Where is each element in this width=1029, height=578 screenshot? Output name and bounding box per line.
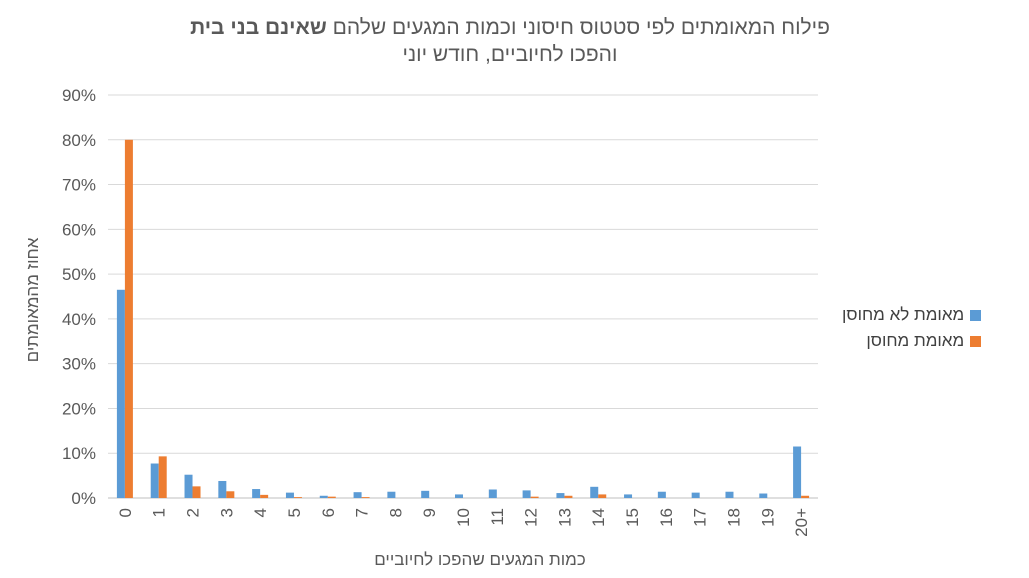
x-tick-label: 7 bbox=[353, 508, 372, 517]
bar-unvaccinated bbox=[793, 446, 802, 498]
bar-vaccinated bbox=[226, 491, 235, 498]
x-tick-label: 2 bbox=[184, 508, 203, 517]
bar-unvaccinated bbox=[285, 492, 294, 498]
bar-unvaccinated bbox=[725, 491, 734, 498]
x-tick-label: 18 bbox=[724, 508, 743, 527]
bar-unvaccinated bbox=[455, 494, 463, 498]
chart-title-line2: והפכו לחיוביים, חודש יוני bbox=[402, 43, 618, 66]
legend-label-vaccinated: מאומת מחוסן bbox=[866, 331, 965, 350]
x-axis-label: כמות המגעים שהפכו לחיוביים bbox=[374, 550, 586, 569]
x-tick-label: 13 bbox=[555, 508, 574, 527]
bar-vaccinated bbox=[361, 497, 370, 498]
y-tick-labels: 0% 10% 20% 30% 40% 50% 60% 70% 80% 90% bbox=[62, 86, 96, 508]
bar-vaccinated bbox=[327, 496, 336, 498]
bar-vaccinated bbox=[564, 495, 573, 498]
x-tick-label: 16 bbox=[657, 508, 676, 527]
y-tick-label: 50% bbox=[62, 265, 96, 284]
bar-unvaccinated bbox=[421, 490, 430, 498]
x-tick-label: 6 bbox=[319, 508, 338, 517]
y-tick-label: 20% bbox=[62, 399, 96, 418]
chart-title-line1: פילוח המאומתים לפי סטטוס חיסוני וכמות המ… bbox=[60, 14, 960, 41]
bar-vaccinated bbox=[260, 494, 269, 498]
chart-title-bold: שאינם בני בית bbox=[190, 16, 327, 39]
bar-unvaccinated bbox=[657, 491, 666, 498]
bar-unvaccinated bbox=[252, 489, 261, 498]
x-tick-label: 20+ bbox=[792, 508, 811, 537]
bar-vaccinated bbox=[293, 497, 302, 498]
bar-unvaccinated bbox=[353, 492, 362, 498]
x-tick-label: 4 bbox=[251, 508, 270, 517]
bar-unvaccinated bbox=[184, 474, 193, 498]
x-tick-label: 14 bbox=[589, 508, 608, 527]
x-tick-label: 9 bbox=[420, 508, 439, 517]
legend-swatch-unvaccinated bbox=[970, 309, 982, 321]
bar-vaccinated bbox=[530, 496, 539, 498]
x-tick-label: 3 bbox=[217, 508, 236, 517]
y-tick-label: 60% bbox=[62, 220, 96, 239]
legend-swatch-vaccinated bbox=[970, 335, 982, 347]
x-tick-label: 1 bbox=[150, 508, 169, 517]
y-tick-label: 80% bbox=[62, 131, 96, 150]
bars bbox=[116, 139, 810, 498]
x-tick-label: 11 bbox=[488, 508, 507, 526]
bar-unvaccinated bbox=[319, 495, 328, 498]
bar-unvaccinated bbox=[387, 491, 396, 498]
x-tick-label: 17 bbox=[691, 508, 710, 527]
chart-title-line1-text: פילוח המאומתים לפי סטטוס חיסוני וכמות המ… bbox=[326, 16, 830, 39]
y-tick-label: 70% bbox=[62, 176, 96, 195]
bar-unvaccinated bbox=[218, 480, 227, 498]
x-tick-label: 15 bbox=[623, 508, 642, 527]
x-tick-label: 12 bbox=[522, 508, 541, 527]
bar-unvaccinated bbox=[522, 490, 531, 498]
bar-unvaccinated bbox=[488, 489, 497, 498]
bar-unvaccinated bbox=[116, 289, 125, 498]
y-tick-label: 90% bbox=[62, 86, 96, 105]
legend-item-unvaccinated: מאומת לא מחוסן bbox=[842, 302, 982, 328]
x-tick-label: 8 bbox=[386, 508, 405, 517]
x-tick-label: 19 bbox=[758, 508, 777, 527]
x-tick-label: 5 bbox=[285, 508, 304, 517]
gridlines bbox=[108, 94, 818, 499]
x-tick-label: 0 bbox=[116, 508, 135, 517]
bar-vaccinated bbox=[192, 486, 201, 498]
bar-vaccinated bbox=[124, 139, 133, 498]
bar-unvaccinated bbox=[556, 493, 565, 498]
chart-title: פילוח המאומתים לפי סטטוס חיסוני וכמות המ… bbox=[60, 14, 960, 68]
x-tick-labels: 0 1 2 3 4 5 6 7 8 9 10 11 12 13 14 15 16 17 18 19 20+ bbox=[116, 508, 811, 537]
y-tick-label: 0% bbox=[71, 489, 96, 508]
bar-unvaccinated bbox=[590, 486, 599, 498]
bar-vaccinated bbox=[801, 495, 810, 498]
x-tick-label: 10 bbox=[454, 508, 473, 527]
y-tick-label: 10% bbox=[62, 444, 96, 463]
bar-vaccinated bbox=[598, 494, 607, 498]
legend-label-unvaccinated: מאומת לא מחוסן bbox=[842, 305, 965, 324]
bar-unvaccinated bbox=[759, 493, 768, 498]
bar-unvaccinated bbox=[691, 492, 700, 498]
y-tick-label: 40% bbox=[62, 310, 96, 329]
legend: מאומת לא מחוסן מאומת מחוסן bbox=[842, 302, 982, 354]
bar-vaccinated bbox=[158, 456, 167, 498]
y-axis-label: אחוז מהמאומתים bbox=[23, 237, 42, 362]
bar-unvaccinated bbox=[624, 494, 633, 498]
legend-item-vaccinated: מאומת מחוסן bbox=[842, 328, 982, 354]
y-tick-label: 30% bbox=[62, 355, 96, 374]
bar-unvaccinated bbox=[150, 463, 159, 498]
